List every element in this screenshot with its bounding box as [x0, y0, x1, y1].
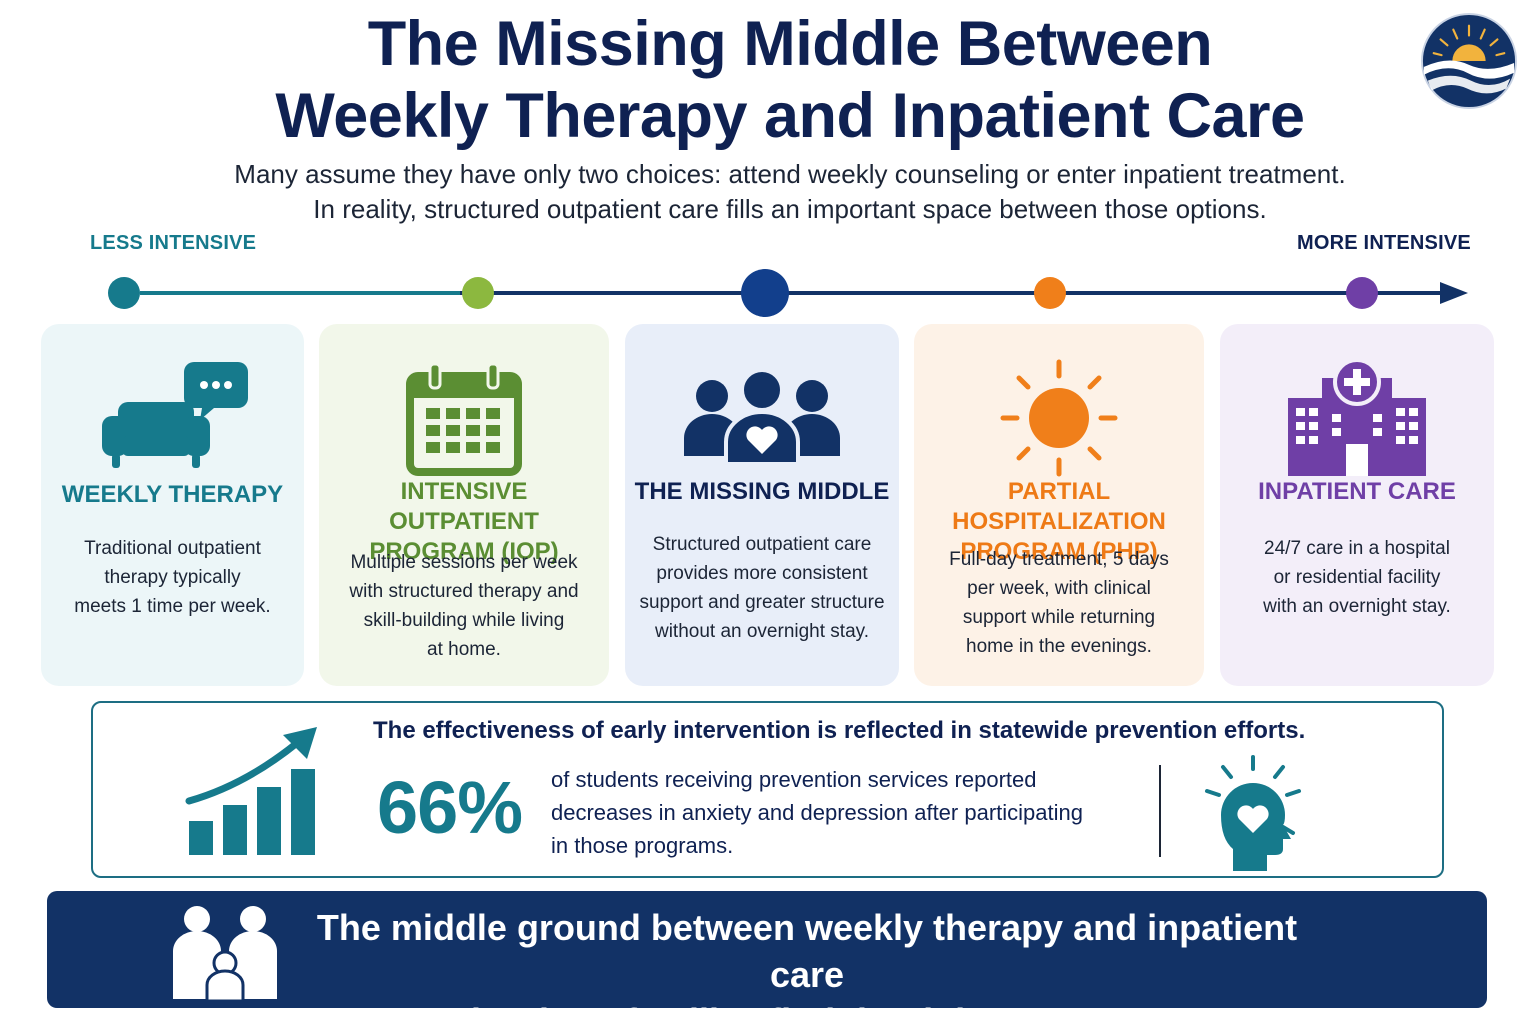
- card-description: 24/7 care in a hospital or residential f…: [1263, 538, 1451, 617]
- scale-dot-iop: [462, 277, 494, 309]
- scale-dot-inpatient: [1346, 277, 1378, 309]
- stats-divider: [1159, 765, 1161, 857]
- card-heading: INPATIENT CARE: [1258, 478, 1456, 505]
- card-description: Structured outpatient care provides more…: [639, 534, 885, 642]
- family-icon: [173, 906, 277, 1001]
- hospital-icon: [1288, 358, 1426, 476]
- calendar-icon: [406, 362, 522, 476]
- scale-dot-weekly: [108, 277, 140, 309]
- stats-percent: 66%: [377, 766, 523, 849]
- couch-speech-icon: [101, 362, 248, 468]
- stats-box: The effectiveness of early intervention …: [91, 701, 1444, 878]
- card-heading: WEEKLY THERAPY: [61, 481, 284, 508]
- head-heart-icon: [1205, 755, 1301, 871]
- title-line-2: Weekly Therapy and Inpatient Care: [275, 81, 1305, 151]
- scale-dot-php: [1034, 277, 1066, 309]
- less-intensive-label: LESS INTENSIVE: [90, 232, 257, 254]
- card-description: Traditional outpatient therapy typically…: [74, 538, 271, 617]
- subtitle-line-1: Many assume they have only two choices: …: [234, 159, 1346, 189]
- card-heading: INTENSIVE OUTPATIENT PROGRAM (IOP): [369, 478, 559, 565]
- card-missing-middle: THE MISSING MIDDLE Structured outpatient…: [625, 324, 899, 686]
- card-description: Multiple sessions per week with structur…: [349, 552, 579, 660]
- bottom-banner: The middle ground between weekly therapy…: [47, 891, 1487, 1024]
- page-title: The Missing Middle Between Weekly Therap…: [0, 8, 1536, 152]
- more-intensive-label: MORE INTENSIVE: [1297, 232, 1471, 254]
- card-inpatient-care: INPATIENT CARE 24/7 care in a hospital o…: [1220, 324, 1494, 686]
- card-partial-hospitalization: PARTIAL HOSPITALIZATION PROGRAM (PHP) Fu…: [914, 324, 1204, 686]
- banner-text: The middle ground between weekly therapy…: [316, 907, 1298, 1024]
- growth-bar-chart-icon: [185, 727, 317, 855]
- stats-description: of students receiving prevention service…: [551, 767, 1083, 858]
- card-heading: THE MISSING MIDDLE: [634, 478, 890, 505]
- page-subtitle: Many assume they have only two choices: …: [0, 157, 1536, 227]
- title-line-1: The Missing Middle Between: [367, 9, 1213, 79]
- stats-headline: The effectiveness of early intervention …: [373, 717, 1306, 744]
- card-description: Full-day treatment, 5 days per week, wit…: [949, 549, 1169, 657]
- sunrise-river-logo: [1420, 12, 1518, 110]
- intensity-scale: [108, 269, 1468, 317]
- subtitle-line-2: In reality, structured outpatient care f…: [313, 194, 1267, 224]
- sun-icon: [1000, 359, 1118, 477]
- group-heart-icon: [684, 368, 840, 466]
- scale-dot-missing-middle: [741, 269, 789, 317]
- card-heading: PARTIAL HOSPITALIZATION PROGRAM (PHP): [952, 478, 1166, 565]
- card-intensive-outpatient: INTENSIVE OUTPATIENT PROGRAM (IOP) Multi…: [319, 324, 609, 686]
- card-weekly-therapy: WEEKLY THERAPY Traditional outpatient th…: [41, 324, 304, 686]
- scale-arrow-icon: [1440, 282, 1468, 304]
